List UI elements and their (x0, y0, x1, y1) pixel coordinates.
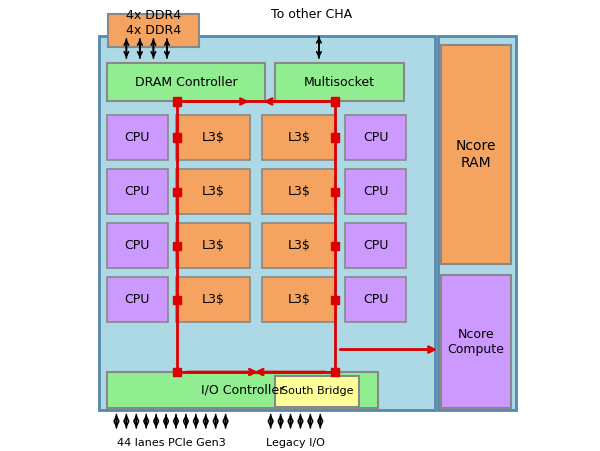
Bar (173, 296, 181, 304)
Bar (441, 45, 511, 264)
Text: Multisocket: Multisocket (304, 76, 375, 89)
Bar (107, 115, 168, 160)
Bar (173, 133, 181, 142)
Bar (173, 188, 181, 196)
Bar (262, 115, 336, 160)
Bar (345, 277, 406, 322)
Bar (275, 376, 359, 407)
Bar (107, 63, 265, 101)
Bar (107, 223, 168, 268)
Bar (345, 223, 406, 268)
Text: L3$: L3$ (202, 294, 224, 306)
Bar (176, 277, 250, 322)
Bar (107, 169, 168, 214)
Text: 4x DDR4: 4x DDR4 (126, 9, 181, 22)
Text: 4x DDR4: 4x DDR4 (126, 24, 181, 37)
Text: Ncore
RAM: Ncore RAM (455, 139, 496, 170)
Text: CPU: CPU (363, 185, 388, 198)
Bar (176, 169, 250, 214)
Text: Legacy I/O: Legacy I/O (266, 438, 325, 448)
Text: L3$: L3$ (287, 131, 310, 144)
Bar (345, 169, 406, 214)
Bar (107, 372, 377, 408)
Bar (331, 368, 339, 376)
Bar (331, 97, 339, 106)
Bar (173, 368, 181, 376)
Text: I/O Controller: I/O Controller (200, 384, 284, 396)
Text: To other CHA: To other CHA (271, 8, 352, 21)
Bar (176, 115, 250, 160)
Bar (262, 223, 336, 268)
Bar (173, 242, 181, 250)
Bar (441, 275, 511, 408)
Text: South Bridge: South Bridge (281, 387, 353, 396)
Text: CPU: CPU (125, 294, 150, 306)
Text: L3$: L3$ (202, 131, 224, 144)
Text: 44 lanes PCIe Gen3: 44 lanes PCIe Gen3 (117, 438, 226, 448)
Bar (107, 277, 168, 322)
Text: DRAM Controller: DRAM Controller (134, 76, 237, 89)
Bar (275, 63, 404, 101)
Text: CPU: CPU (125, 131, 150, 144)
Bar (331, 133, 339, 142)
Bar (331, 188, 339, 196)
Text: Ncore
Compute: Ncore Compute (447, 327, 504, 356)
Text: CPU: CPU (125, 239, 150, 252)
Text: L3$: L3$ (287, 239, 310, 252)
Bar (437, 36, 517, 410)
Bar (173, 97, 181, 106)
Text: L3$: L3$ (287, 294, 310, 306)
Bar (262, 169, 336, 214)
Bar (176, 223, 250, 268)
Bar (331, 296, 339, 304)
Bar (262, 277, 336, 322)
Text: L3$: L3$ (202, 185, 224, 198)
Bar (109, 14, 199, 47)
Text: CPU: CPU (363, 239, 388, 252)
Bar (331, 242, 339, 250)
Text: CPU: CPU (125, 185, 150, 198)
Text: CPU: CPU (363, 294, 388, 306)
Text: L3$: L3$ (202, 239, 224, 252)
Text: CPU: CPU (363, 131, 388, 144)
Bar (100, 36, 435, 410)
Bar (345, 115, 406, 160)
Text: L3$: L3$ (287, 185, 310, 198)
